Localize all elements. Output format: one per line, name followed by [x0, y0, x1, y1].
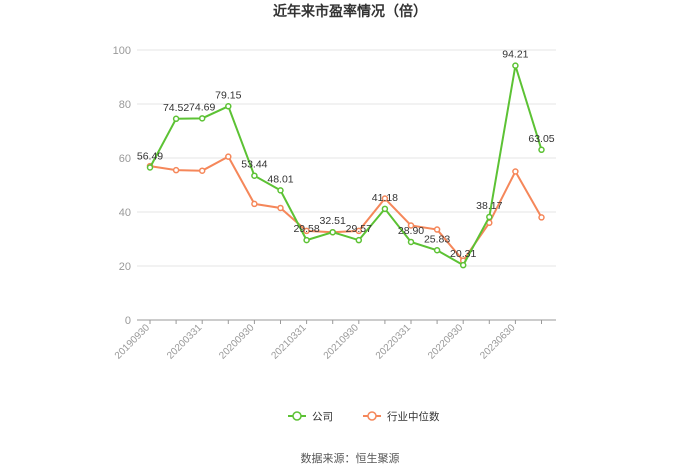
point [512, 62, 519, 69]
data-label: 28.90 [398, 225, 424, 237]
point [486, 213, 493, 221]
y-tick-label: 20 [119, 261, 131, 273]
x-tick-label: 20210331 [269, 322, 309, 362]
y-tick-label: 60 [119, 153, 131, 165]
data-label: 41.18 [372, 192, 398, 204]
x-tick-label: 20230630 [478, 322, 518, 362]
y-tick-label: 80 [119, 99, 131, 111]
point [538, 146, 545, 154]
legend-label: 公司 [312, 411, 333, 423]
point [355, 236, 363, 244]
data-label: 53.44 [241, 159, 267, 171]
point [459, 261, 467, 269]
point [433, 226, 441, 233]
data-label: 29.58 [293, 223, 319, 235]
legend-label: 行业中位数 [387, 410, 440, 423]
point [329, 228, 336, 236]
point [303, 227, 310, 235]
chart-title: 近年来市盈率情况（倍） [273, 3, 427, 19]
x-tick-label: 20190930 [113, 322, 153, 362]
data-label: 74.69 [189, 101, 215, 113]
point [538, 214, 545, 221]
legend-swatch [367, 411, 377, 421]
data-label: 20.31 [450, 248, 476, 260]
data-label: 29.57 [346, 223, 372, 235]
x-tick-label: 20200331 [165, 322, 205, 362]
y-tick-label: 40 [119, 207, 131, 219]
data-label: 79.15 [215, 89, 241, 101]
point [172, 166, 180, 174]
series-line [149, 65, 543, 267]
data-label: 94.21 [502, 49, 528, 61]
data-label: 25.83 [424, 233, 450, 245]
point [225, 153, 232, 160]
x-tick-label: 20220930 [426, 322, 466, 362]
point [407, 238, 415, 246]
point [433, 247, 441, 254]
y-tick-label: 100 [113, 45, 131, 57]
data-label: 38.17 [476, 200, 502, 212]
data-label: 63.05 [528, 133, 554, 145]
point [172, 115, 180, 123]
x-tick-label: 20210930 [322, 322, 362, 362]
x-tick-label: 20220331 [374, 322, 414, 362]
point [251, 172, 258, 179]
data-label: 74.52 [163, 102, 189, 114]
point [198, 167, 206, 174]
point [277, 187, 284, 194]
point [225, 103, 232, 110]
point [381, 205, 389, 213]
y-tick-label: 0 [125, 315, 131, 327]
data-label: 48.01 [267, 173, 293, 185]
point [355, 227, 363, 235]
point [198, 115, 206, 122]
point [146, 164, 154, 171]
point [303, 236, 310, 244]
legend-swatch [292, 411, 302, 421]
point [277, 204, 284, 212]
point [512, 168, 519, 175]
point [251, 200, 258, 208]
data-label: 32.51 [320, 215, 346, 227]
x-tick-label: 20200930 [217, 322, 257, 362]
data-label: 56.49 [137, 150, 163, 162]
source: 数据来源：恒生聚源 [301, 451, 400, 465]
point [381, 195, 389, 202]
point [407, 222, 415, 229]
